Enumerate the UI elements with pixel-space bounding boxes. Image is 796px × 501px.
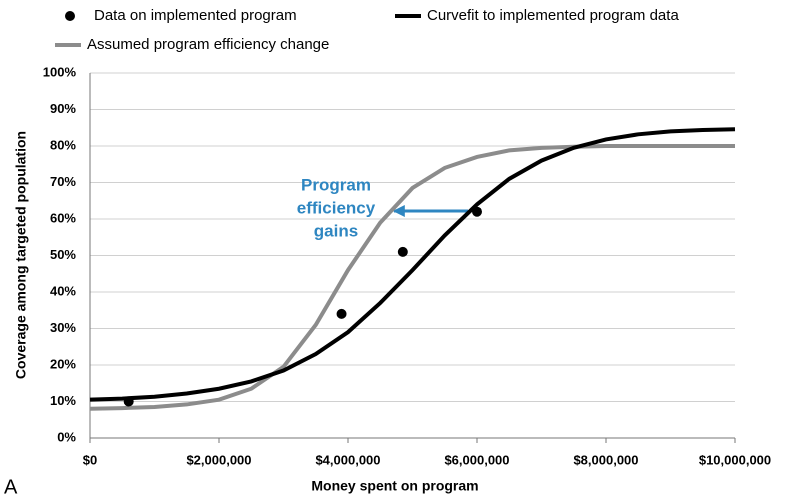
y-tick-label: 80%	[50, 137, 76, 152]
y-tick-label: 30%	[50, 320, 76, 335]
y-tick-label: 100%	[43, 64, 77, 79]
x-axis-title: Money spent on program	[311, 478, 478, 494]
x-tick-label: $6,000,000	[444, 452, 509, 467]
legend-label: Curvefit to implemented program data	[427, 7, 679, 24]
annotation: Program	[301, 175, 371, 194]
legend-marker	[65, 11, 75, 21]
x-tick-label: $8,000,000	[573, 452, 638, 467]
data-point	[472, 206, 482, 217]
annotation: efficiency	[297, 198, 376, 217]
x-tick-label: $0	[83, 452, 97, 467]
y-tick-label: 0%	[57, 429, 76, 444]
y-tick-label: 70%	[50, 174, 76, 189]
x-tick-label: $4,000,000	[315, 452, 380, 467]
annotation: gains	[314, 221, 358, 240]
legend: Data on implemented program Curvefit to i…	[55, 7, 679, 53]
y-tick-label: 60%	[50, 210, 76, 225]
data-point	[123, 396, 134, 407]
legend-label: Data on implemented program	[94, 7, 297, 24]
y-tick-label: 50%	[50, 247, 76, 262]
y-tick-label: 20%	[50, 356, 76, 371]
series-line	[89, 144, 735, 411]
x-tick-label: $2,000,000	[186, 452, 251, 467]
panel-label: A	[4, 476, 18, 498]
data-point	[336, 308, 347, 319]
y-tick-label: 10%	[50, 393, 76, 408]
y-tick-label: 40%	[50, 283, 76, 298]
x-tick-label: $10,000,000	[699, 452, 771, 467]
series-line	[89, 127, 736, 402]
data-point	[397, 246, 408, 257]
y-axis-title: Coverage among targeted population	[13, 131, 29, 379]
legend-label: Assumed program efficiency change	[87, 36, 329, 53]
y-tick-label: 90%	[50, 101, 76, 116]
grid	[89, 72, 736, 443]
